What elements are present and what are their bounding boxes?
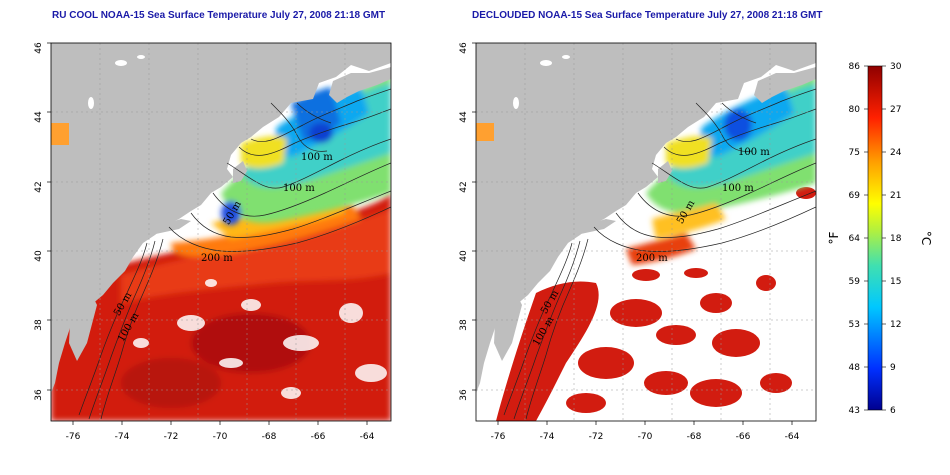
fahrenheit-tick: 43 xyxy=(849,406,860,416)
x-tick-label: -66 xyxy=(311,432,326,442)
x-tick-label: -70 xyxy=(213,432,228,442)
right-map-frame xyxy=(475,42,817,422)
fahrenheit-unit-label: °F xyxy=(827,231,841,244)
isobath-label: 100 m xyxy=(722,183,754,194)
x-tick-label: -64 xyxy=(360,432,375,442)
y-tick-label: 38 xyxy=(459,319,469,331)
x-tick-label: -64 xyxy=(785,432,800,442)
y-tick-label: 46 xyxy=(459,42,469,54)
x-tick-label: -66 xyxy=(736,432,751,442)
right-panel-title: DECLOUDED NOAA-15 Sea Surface Temperatur… xyxy=(472,10,823,21)
celsius-tick: 6 xyxy=(890,406,896,416)
y-tick-label: 40 xyxy=(459,250,469,262)
fahrenheit-tick: 64 xyxy=(849,234,861,244)
x-tick-label: -72 xyxy=(589,432,604,442)
x-tick-label: -76 xyxy=(66,432,81,442)
y-tick-label: 44 xyxy=(459,111,469,123)
left-panel-title: RU COOL NOAA-15 Sea Surface Temperature … xyxy=(52,10,386,21)
fahrenheit-tick: 69 xyxy=(849,191,861,201)
celsius-unit-label: °C xyxy=(919,231,933,245)
y-tick-label: 44 xyxy=(34,111,44,123)
celsius-tick: 21 xyxy=(890,191,901,201)
isobath-label: 200 m xyxy=(636,253,668,264)
colorbar: 86 80 75 69 64 59 53 48 43 30 27 24 21 1… xyxy=(827,62,933,416)
sst-warm-field xyxy=(51,193,391,421)
left-map: 100 m 100 m 50 m 200 m 50 m 100 m 46 44 … xyxy=(34,42,392,442)
x-tick-label: -68 xyxy=(687,432,702,442)
celsius-tick: 12 xyxy=(890,320,901,330)
fahrenheit-tick: 53 xyxy=(849,320,860,330)
y-tick-label: 36 xyxy=(34,389,44,401)
x-tick-label: -74 xyxy=(540,432,555,442)
isobath-label: 100 m xyxy=(738,147,770,158)
celsius-tick: 27 xyxy=(890,105,901,115)
x-tick-label: -70 xyxy=(638,432,653,442)
fahrenheit-tick: 48 xyxy=(849,363,861,373)
x-tick-label: -76 xyxy=(491,432,506,442)
x-tick-label: -74 xyxy=(115,432,130,442)
celsius-tick: 18 xyxy=(890,234,902,244)
colorbar-gradient xyxy=(867,65,883,411)
y-tick-label: 46 xyxy=(34,42,44,54)
gulf-st-lawrence-patch xyxy=(51,123,69,145)
celsius-tick: 30 xyxy=(890,62,902,72)
fahrenheit-tick: 59 xyxy=(849,277,861,287)
y-tick-label: 40 xyxy=(34,250,44,262)
isobath-label: 200 m xyxy=(201,253,233,264)
y-tick-label: 42 xyxy=(459,181,469,192)
y-tick-label: 36 xyxy=(459,389,469,401)
x-tick-label: -72 xyxy=(164,432,179,442)
left-y-axis xyxy=(47,42,51,391)
right-map: 100 m 100 m 50 m 200 m 50 m 100 m 46 44 … xyxy=(459,42,817,442)
gulf-st-lawrence-patch xyxy=(476,123,494,141)
isobath-label: 100 m xyxy=(301,152,333,163)
celsius-tick: 15 xyxy=(890,277,901,287)
celsius-tick: 9 xyxy=(890,363,896,373)
fahrenheit-tick: 80 xyxy=(849,105,861,115)
isobath-label: 100 m xyxy=(283,183,315,194)
x-tick-label: -68 xyxy=(262,432,277,442)
celsius-tick: 24 xyxy=(890,148,902,158)
left-map-frame xyxy=(50,42,392,422)
fahrenheit-tick: 75 xyxy=(849,148,860,158)
y-tick-label: 38 xyxy=(34,319,44,331)
y-tick-label: 42 xyxy=(34,181,44,192)
fahrenheit-tick: 86 xyxy=(849,62,861,72)
